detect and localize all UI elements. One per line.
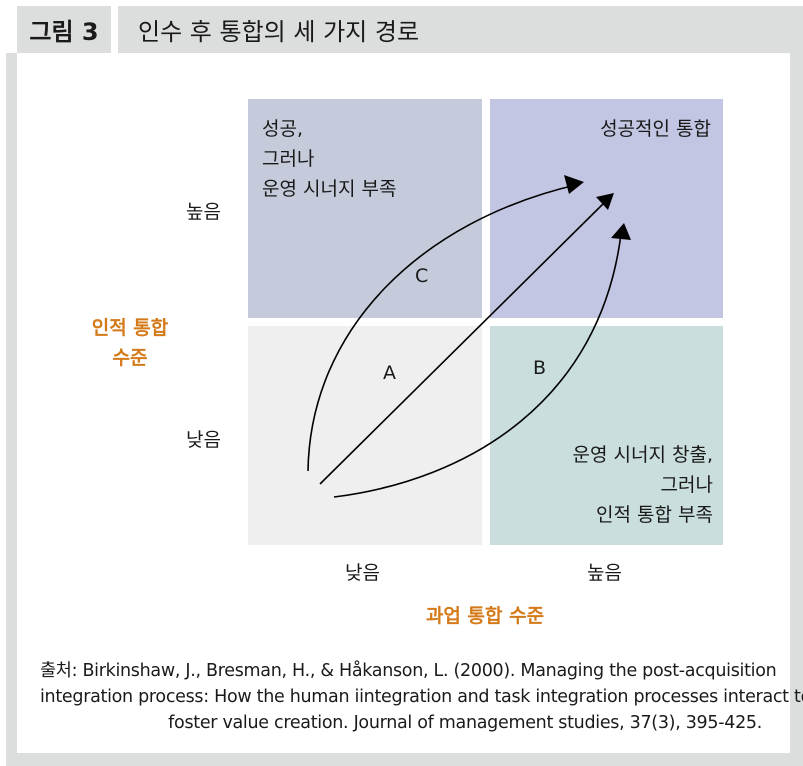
path-a-arrow	[319, 193, 614, 485]
frame-bottom	[6, 753, 803, 766]
path-label-a: A	[383, 362, 396, 384]
figure-number: 그림 3	[17, 6, 111, 53]
x-axis-title: 과업 통합 수준	[425, 605, 545, 627]
frame-left	[6, 53, 17, 766]
quadrant-top-right-label: 성공적인 통합	[600, 118, 711, 140]
y-tick-high: 높음	[186, 201, 221, 223]
arrowhead-icon	[596, 193, 614, 210]
quadrant-bottom-right	[490, 326, 723, 545]
arrowhead-icon	[564, 175, 584, 194]
quadrant-bottom-right-label: 운영 시너지 창출, 그러나 인적 통합 부족	[572, 444, 713, 526]
path-label-c: C	[415, 265, 429, 287]
arrowhead-icon	[611, 223, 631, 240]
figure-title: 인수 후 통합의 세 가지 경로	[118, 6, 803, 53]
x-tick-low: 낮음	[345, 562, 380, 584]
path-b-arrow	[333, 223, 631, 498]
quadrant-top-left-label: 성공, 그러나 운영 시너지 부족	[262, 118, 397, 200]
source-line-1: 출처: Birkinshaw, J., Bresman, H., & Håkan…	[40, 661, 777, 681]
path-label-b: B	[533, 357, 547, 379]
y-tick-low: 낮음	[186, 429, 221, 451]
frame-right	[790, 53, 803, 766]
source-line-2: integration process: How the human iinte…	[40, 687, 803, 707]
y-axis-title: 인적 통합 수준	[91, 317, 169, 369]
source-caption: 출처: Birkinshaw, J., Bresman, H., & Håkan…	[40, 658, 803, 736]
path-c-arrow	[307, 175, 584, 472]
source-line-3: foster value creation. Journal of manage…	[168, 713, 762, 733]
x-tick-high: 높음	[587, 562, 622, 584]
quadrant-top-left	[248, 99, 482, 318]
quadrant-top-right	[490, 99, 723, 318]
